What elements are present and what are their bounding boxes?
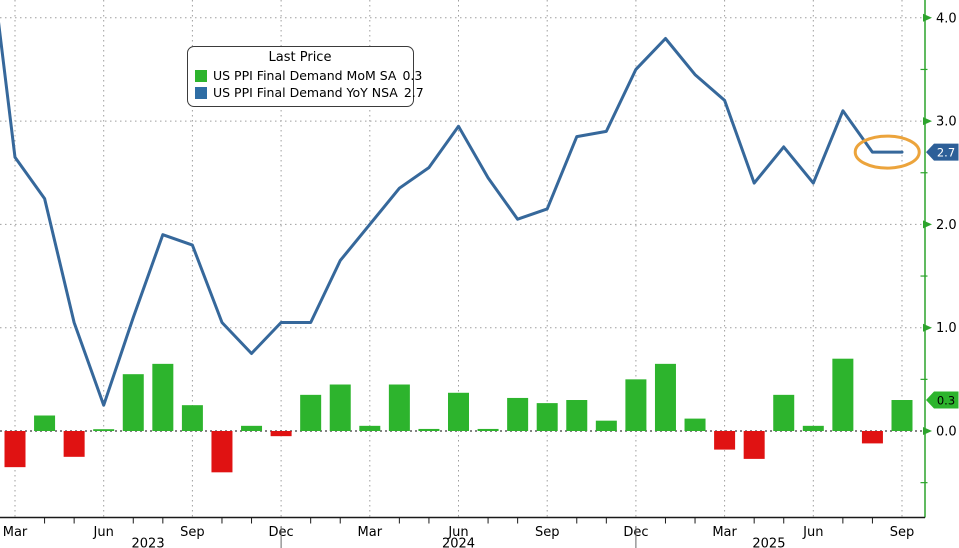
month-label: Mar [712, 525, 737, 540]
bar-dec-2023 [270, 431, 292, 437]
bar-aug-2025 [861, 431, 883, 444]
month-label: Jun [93, 525, 114, 540]
y-tick-arrow-icon [923, 117, 932, 126]
last-price-tag-mom: 0.3 [926, 391, 959, 409]
month-label: Mar [358, 525, 383, 540]
legend-label-mom: US PPI Final Demand MoM SA [213, 68, 397, 83]
legend-value-yoy: 2.7 [403, 85, 424, 100]
bar-nov-2024 [595, 420, 617, 431]
y-tick-label: 2.0 [936, 218, 957, 233]
bar-feb-2025 [684, 418, 706, 431]
mom-series-swatch-icon [195, 69, 207, 82]
bar-jan-2025 [654, 363, 676, 431]
legend-item-yoy: US PPI Final Demand YoY NSA 2.7 [195, 84, 424, 101]
bar-may-2024 [418, 428, 440, 431]
y-tick-label: 3.0 [936, 115, 957, 130]
y-tick-label: 1.0 [936, 321, 957, 336]
y-tick-label: 4.0 [936, 11, 957, 26]
year-label: 2024 [442, 537, 475, 548]
month-label: Sep [890, 525, 915, 540]
chart-legend: Last Price US PPI Final Demand MoM SA 0.… [187, 46, 424, 107]
legend-value-mom: 0.3 [402, 68, 423, 83]
bar-sep-2023 [181, 405, 203, 431]
bar-jun-2024 [448, 392, 470, 431]
svg-text:0.3: 0.3 [937, 394, 955, 408]
legend-item-mom: US PPI Final Demand MoM SA 0.3 [195, 67, 422, 84]
bar-nov-2023 [241, 425, 263, 431]
last-price-tag-yoy: 2.7 [926, 143, 959, 161]
y-axis-right: 0.0 1.0 2.0 3.0 4.0 [920, 0, 957, 518]
mom-bar-series [4, 358, 913, 473]
bar-apr-2025 [743, 431, 765, 459]
bar-jun-2025 [802, 425, 824, 431]
svg-text:2.7: 2.7 [937, 146, 955, 160]
highlight-ellipse [853, 134, 921, 170]
month-label: Sep [535, 525, 560, 540]
y-tick-arrow-icon [923, 427, 932, 435]
bar-may-2025 [773, 394, 795, 431]
month-label: Sep [180, 525, 205, 540]
bar-jul-2024 [477, 428, 499, 431]
bar-mar-2025 [714, 431, 736, 450]
legend-label-yoy: US PPI Final Demand YoY NSA [213, 85, 398, 100]
y-tick-arrow-icon [923, 13, 932, 22]
year-label: 2023 [132, 537, 165, 548]
bar-mar-2024 [359, 425, 381, 431]
month-label: Mar [3, 525, 28, 540]
bar-jun-2023 [93, 429, 115, 431]
bar-dec-2024 [625, 379, 647, 431]
legend-title: Last Price [268, 50, 332, 65]
month-label: Jun [802, 525, 823, 540]
y-tick-arrow-icon [923, 323, 932, 332]
bar-oct-2024 [566, 400, 588, 431]
bar-apr-2024 [388, 384, 410, 431]
year-label: 2025 [752, 537, 785, 548]
bar-aug-2024 [507, 397, 529, 431]
bar-jul-2023 [122, 374, 144, 431]
bar-may-2023 [63, 431, 85, 457]
bar-jul-2025 [832, 358, 854, 431]
bar-aug-2023 [152, 363, 174, 431]
bar-feb-2024 [329, 384, 351, 431]
bar-oct-2023 [211, 431, 233, 473]
y-tick-arrow-icon [923, 220, 932, 229]
bar-sep-2024 [536, 403, 558, 431]
y-tick-label: 0.0 [936, 425, 957, 440]
gridlines [0, 0, 925, 518]
bar-jan-2024 [300, 394, 322, 431]
month-label: Jun [447, 525, 468, 540]
bar-apr-2023 [34, 415, 56, 431]
yoy-line-series [0, 21, 904, 407]
bar-mar-2023 [4, 431, 26, 468]
yoy-series-swatch-icon [195, 86, 207, 99]
bar-sep-2025 [891, 400, 913, 431]
